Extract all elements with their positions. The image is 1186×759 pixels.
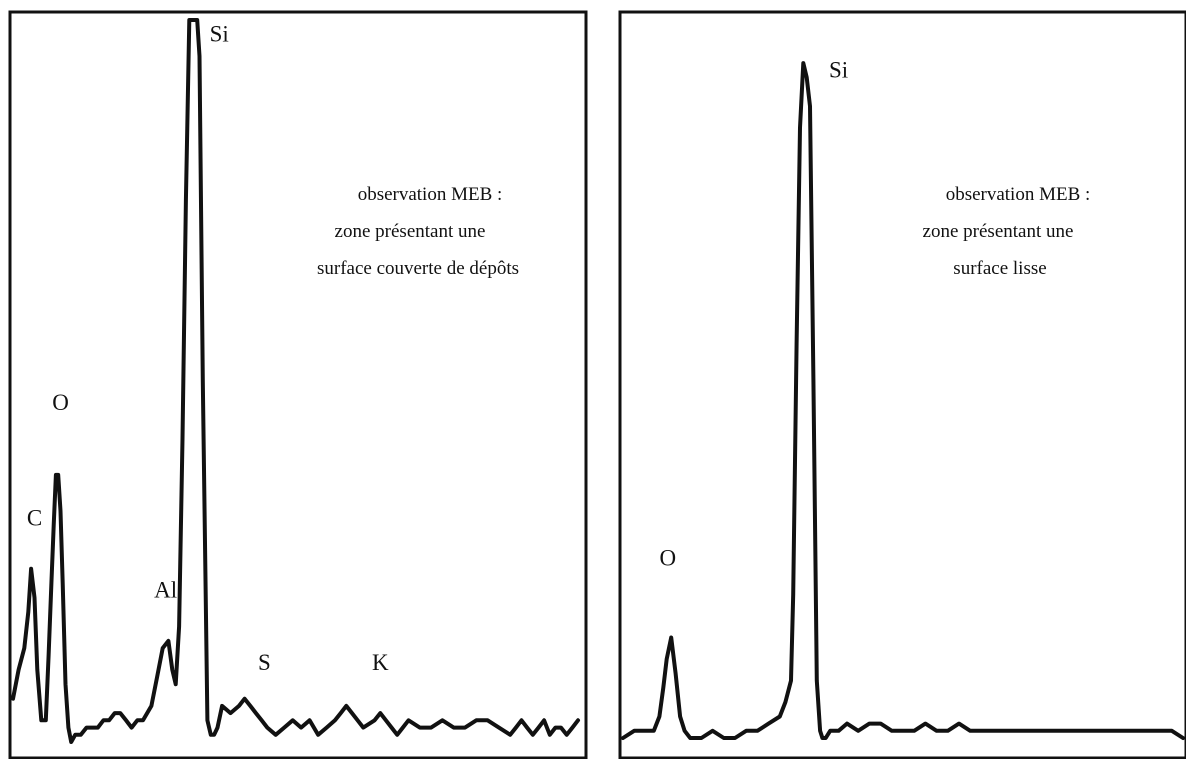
peak-label-s: S [258,650,271,675]
annotation-line-1: observation MEB : [946,184,1091,205]
annotation-line-3: surface couverte de dépôts [317,258,519,279]
spectrum-panel-smooth: O Si observation MEB : zone présentant un… [618,10,1186,759]
peak-label-al: Al [154,578,177,603]
peak-label-o: O [52,390,69,415]
spectrum-plot-area: C O Al Si S K [11,18,580,744]
peak-label-si: Si [210,22,229,47]
annotation-line-3: surface lisse [953,258,1046,279]
spectrum-frame [618,10,1186,759]
spectrum-panel-deposits: C O Al Si S K observation MEB : zone présenta… [8,10,588,759]
peak-label-si: Si [829,57,848,82]
spectrum-plot-area: O Si [621,57,1185,740]
annotation-line-2: zone présentant une [923,221,1074,242]
annotation-line-1: observation MEB : [358,184,503,205]
spectrum-line [11,18,580,744]
peak-label-k: K [372,650,389,675]
peak-label-c: C [27,505,42,530]
annotation-line-2: zone présentant une [335,221,486,242]
spectrum-line [621,61,1185,740]
peak-label-o: O [659,546,676,571]
spectrum-frame [8,10,588,759]
